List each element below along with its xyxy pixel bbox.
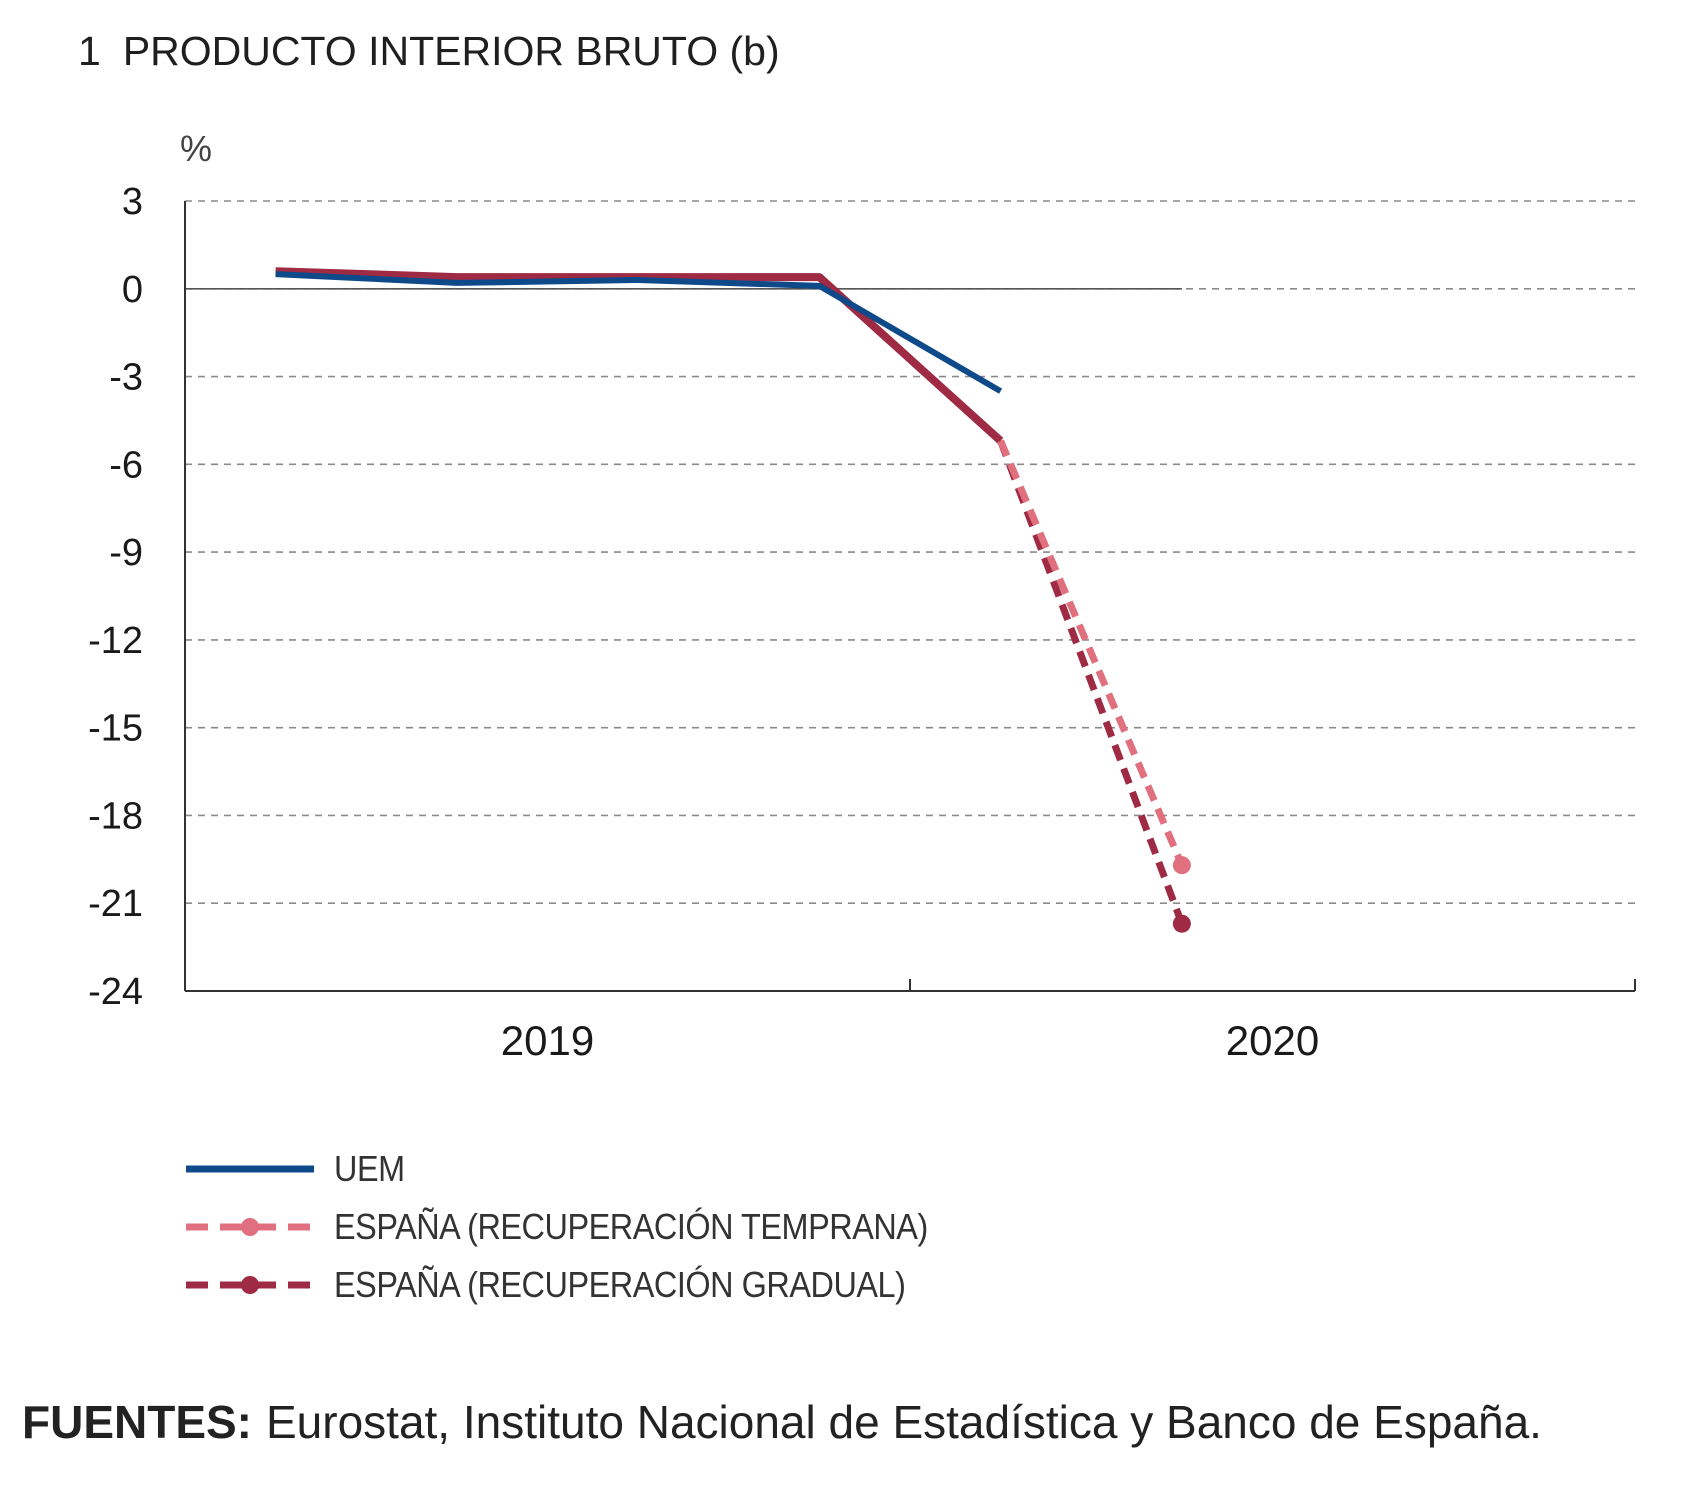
y-tick-label: 0 [122,269,143,311]
chart-title: 1 PRODUCTO INTERIOR BRUTO (b) [78,28,780,75]
series-line-espana-temprana [997,439,1186,867]
x-tick-labels: 2019 2020 [501,1017,1319,1064]
y-tick-label: -12 [88,620,143,662]
legend-item-espana-gradual: ESPAÑA (RECUPERACIÓN GRADUAL) [186,1256,994,1314]
legend-item-uem: UEM [186,1140,994,1198]
y-axis-unit: % [180,128,213,169]
sources-text: Eurostat, Instituto Nacional de Estadíst… [266,1396,1542,1448]
y-tick-label: -21 [88,883,143,925]
grid-lines [185,200,1635,905]
y-tick-label: -9 [109,532,143,574]
x-tick-label: 2019 [501,1017,594,1064]
legend: UEM ESPAÑA (RECUPERACIÓN TEMPRANA) ESPAÑ… [186,1140,994,1314]
sources-label: FUENTES: [22,1396,252,1448]
chart-number: 1 [78,28,101,74]
y-tick-label: -3 [109,357,143,399]
legend-swatch-espana-gradual [186,1276,314,1294]
y-tick-label: -6 [109,444,143,486]
data-point-espana-gradual [1172,914,1191,933]
line-chart: 3 0 -3 -6 -9 -12 -15 -18 -21 -24 2019 2020 [88,181,1636,1064]
y-tick-label: -24 [88,971,143,1013]
y-tick-labels: 3 0 -3 -6 -9 -12 -15 -18 -21 -24 [88,181,143,1013]
x-tick-label: 2020 [1226,1017,1319,1064]
series-line-espana-historico [275,267,1004,444]
legend-swatch-uem [186,1165,314,1173]
axes [184,201,1636,992]
series-line-espana-gradual [997,439,1186,925]
y-tick-label: -15 [88,708,143,750]
y-tick-label: 3 [122,181,143,223]
chart-title-text: PRODUCTO INTERIOR BRUTO (b) [122,28,780,74]
data-point-espana-temprana [1172,856,1191,875]
legend-item-espana-temprana: ESPAÑA (RECUPERACIÓN TEMPRANA) [186,1198,994,1256]
sources-note: FUENTES: Eurostat, Instituto Nacional de … [22,1395,1542,1449]
legend-label-uem: UEM [334,1148,405,1189]
legend-label-espana-temprana: ESPAÑA (RECUPERACIÓN TEMPRANA) [334,1206,928,1247]
legend-label-espana-gradual: ESPAÑA (RECUPERACIÓN GRADUAL) [334,1264,906,1305]
legend-swatch-espana-temprana [186,1218,314,1236]
y-tick-label: -18 [88,795,143,837]
series-line-uem [275,271,1003,394]
series-lines [275,267,1191,933]
